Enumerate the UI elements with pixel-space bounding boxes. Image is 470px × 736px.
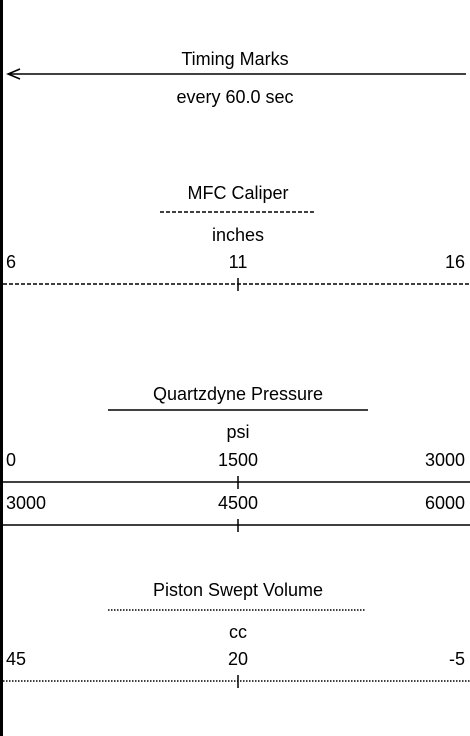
scale-left: 45 xyxy=(6,649,26,669)
track-title: Quartzdyne Pressure xyxy=(153,384,323,404)
scale-right: 3000 xyxy=(425,450,465,470)
timing-title: Timing Marks xyxy=(181,49,288,69)
track-unit: psi xyxy=(226,422,249,442)
track-unit: inches xyxy=(212,225,264,245)
scale-mid: 4500 xyxy=(218,493,258,513)
track-title: Piston Swept Volume xyxy=(153,580,323,600)
scale-left: 3000 xyxy=(6,493,46,513)
arrow-head xyxy=(6,68,21,80)
left-border xyxy=(0,0,3,736)
scale-right: -5 xyxy=(449,649,465,669)
scale-mid: 11 xyxy=(229,252,248,272)
scale-left: 6 xyxy=(6,252,16,272)
scale-mid: 20 xyxy=(228,649,248,669)
scale-right: 16 xyxy=(445,252,465,272)
scale-right: 6000 xyxy=(425,493,465,513)
scale-mid: 1500 xyxy=(218,450,258,470)
scale-left: 0 xyxy=(6,450,16,470)
track-unit: cc xyxy=(229,622,247,642)
track-title: MFC Caliper xyxy=(187,183,288,203)
timing-subtitle: every 60.0 sec xyxy=(176,87,293,107)
